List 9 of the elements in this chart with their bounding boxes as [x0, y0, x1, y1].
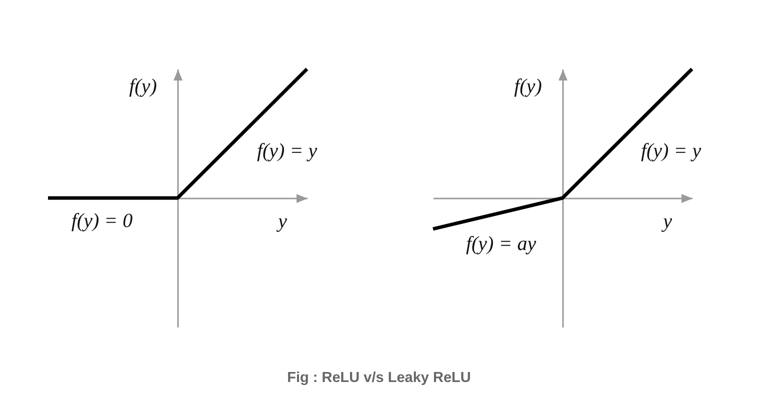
text: Fig : ReLU v/s Leaky ReLU: [287, 370, 471, 386]
x-axis-title: y: [661, 210, 672, 232]
y-axis-title: f(y): [129, 76, 158, 98]
y-axis-title: f(y): [514, 76, 542, 98]
text: f(y) = 0: [71, 210, 133, 232]
annotation: f(y) = y: [256, 140, 318, 162]
annotation: f(y) = y: [640, 140, 702, 162]
x-axis-title: y: [276, 210, 288, 232]
text: f(y) = ay: [466, 233, 536, 255]
